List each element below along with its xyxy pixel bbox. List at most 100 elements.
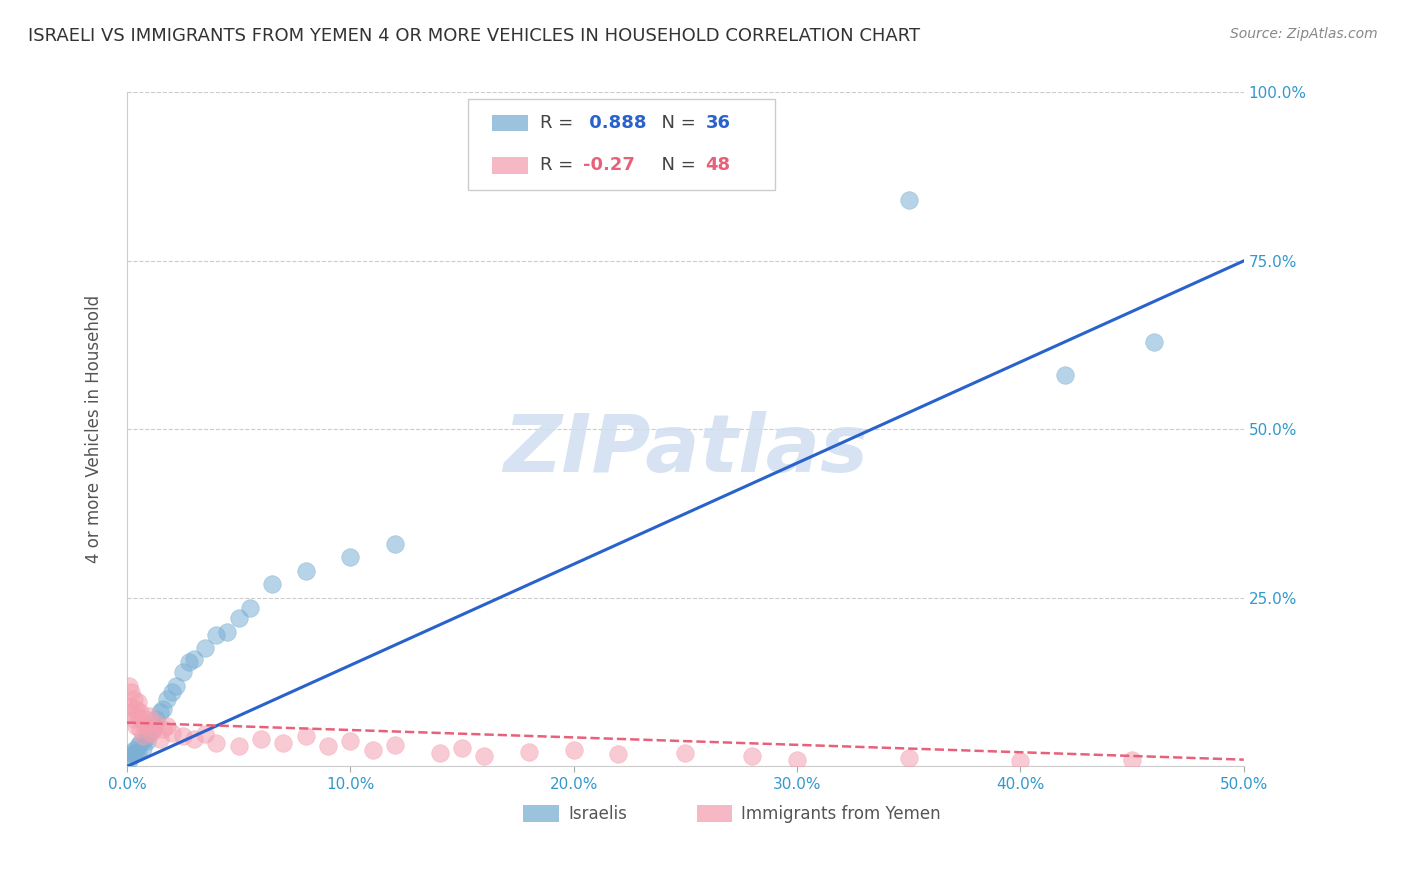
Point (118, 679, 141, 693)
Point (194, 727, 217, 741)
Point (141, 725, 163, 739)
Point (271, 736, 294, 750)
Text: Source: ZipAtlas.com: Source: ZipAtlas.com (1230, 27, 1378, 41)
Point (217, 624, 239, 639)
Point (142, 723, 165, 737)
Point (127, 739, 149, 754)
Point (118, 753, 141, 767)
FancyBboxPatch shape (523, 805, 560, 822)
Point (1143, 334, 1166, 349)
Point (127, 745, 149, 759)
Point (120, 746, 142, 760)
Point (316, 739, 339, 754)
Point (250, 732, 273, 747)
Point (239, 601, 262, 615)
Point (429, 746, 451, 760)
Point (294, 729, 316, 743)
Point (131, 740, 153, 755)
Point (183, 732, 205, 747)
Point (228, 611, 250, 625)
Point (160, 685, 183, 699)
Text: ZIPatlas: ZIPatlas (503, 410, 868, 489)
Point (122, 692, 145, 706)
Text: 36: 36 (706, 114, 731, 132)
Point (118, 698, 141, 713)
Point (451, 740, 474, 755)
Point (156, 692, 179, 706)
Text: ISRAELI VS IMMIGRANTS FROM YEMEN 4 OR MORE VEHICLES IN HOUSEHOLD CORRELATION CHA: ISRAELI VS IMMIGRANTS FROM YEMEN 4 OR MO… (28, 27, 921, 45)
Text: -0.27: -0.27 (582, 156, 634, 175)
FancyBboxPatch shape (492, 157, 527, 174)
Point (138, 709, 160, 723)
Text: N =: N = (650, 114, 702, 132)
Point (129, 736, 152, 750)
Point (122, 742, 145, 756)
Point (262, 577, 284, 591)
Text: 48: 48 (706, 156, 731, 175)
Point (129, 706, 152, 720)
Point (136, 733, 159, 747)
Point (562, 742, 585, 756)
Point (134, 712, 156, 726)
Text: R =: R = (540, 114, 579, 132)
Point (142, 719, 165, 733)
Point (1054, 368, 1077, 383)
Point (136, 719, 159, 733)
Point (205, 736, 228, 750)
Point (897, 751, 920, 765)
Point (172, 729, 194, 743)
Text: Immigrants from Yemen: Immigrants from Yemen (741, 805, 941, 822)
Point (786, 753, 808, 767)
Point (120, 706, 142, 720)
Text: R =: R = (540, 156, 579, 175)
Point (294, 564, 316, 578)
FancyBboxPatch shape (696, 805, 733, 822)
Text: N =: N = (650, 156, 702, 175)
Point (607, 747, 630, 762)
Point (673, 746, 696, 760)
Point (1121, 753, 1143, 767)
Point (361, 742, 384, 756)
Point (228, 739, 250, 754)
Point (339, 550, 361, 565)
Point (138, 725, 160, 739)
Text: Israelis: Israelis (568, 805, 627, 822)
Point (125, 746, 148, 760)
Point (145, 712, 167, 726)
Point (472, 749, 495, 764)
Point (127, 695, 149, 709)
Point (134, 732, 156, 747)
Point (120, 749, 142, 764)
Point (149, 732, 172, 747)
Point (165, 679, 187, 693)
Point (172, 665, 194, 679)
Point (131, 715, 153, 730)
Text: 0.888: 0.888 (582, 114, 647, 132)
Point (384, 738, 406, 752)
Point (897, 193, 920, 207)
Point (183, 651, 205, 665)
Point (145, 715, 167, 730)
Point (741, 749, 763, 764)
Point (122, 747, 145, 762)
Point (129, 723, 152, 737)
Point (156, 719, 179, 733)
Point (120, 685, 142, 699)
Y-axis label: 4 or more Vehicles in Household: 4 or more Vehicles in Household (86, 295, 103, 564)
Point (122, 712, 145, 726)
Point (125, 719, 148, 733)
Point (127, 709, 149, 723)
Point (160, 725, 183, 739)
Point (339, 733, 361, 747)
Point (131, 729, 153, 743)
Point (179, 655, 201, 669)
Point (125, 702, 148, 716)
Point (152, 702, 174, 716)
Point (517, 745, 540, 759)
FancyBboxPatch shape (492, 114, 527, 131)
Point (194, 641, 217, 656)
Point (1010, 754, 1032, 768)
Point (152, 723, 174, 737)
Point (205, 628, 228, 642)
FancyBboxPatch shape (468, 99, 775, 190)
